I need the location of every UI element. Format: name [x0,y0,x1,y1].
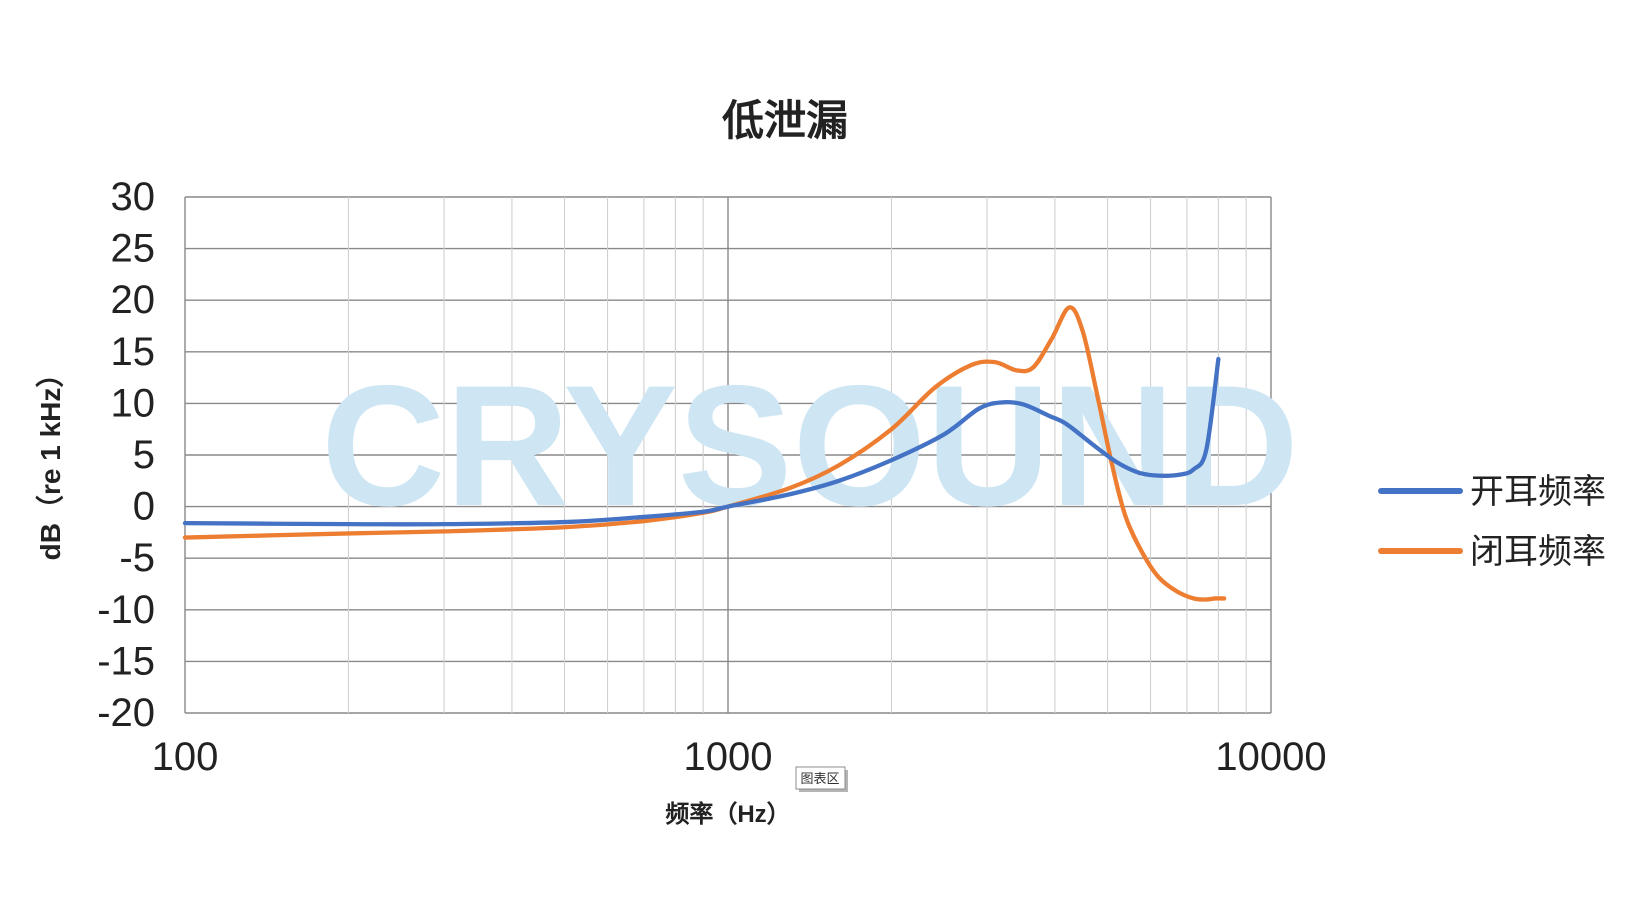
svg-text:20: 20 [111,278,156,322]
svg-text:-5: -5 [119,536,155,580]
svg-text:dB（re 1 kHz）: dB（re 1 kHz） [34,360,66,561]
svg-text:-20: -20 [97,691,155,735]
svg-text:1000: 1000 [684,735,773,779]
svg-text:100: 100 [152,735,219,779]
svg-text:闭耳频率: 闭耳频率 [1470,533,1606,571]
svg-text:图表区: 图表区 [800,771,839,786]
svg-text:5: 5 [133,433,155,477]
svg-text:10: 10 [111,381,156,425]
svg-text:开耳频率: 开耳频率 [1470,473,1606,511]
svg-text:10000: 10000 [1215,735,1326,779]
svg-text:25: 25 [111,227,156,271]
svg-text:低泄漏: 低泄漏 [722,97,848,144]
svg-text:0: 0 [133,485,155,529]
svg-text:30: 30 [111,175,156,219]
svg-text:15: 15 [111,330,156,374]
svg-text:CRYSOUND: CRYSOUND [321,350,1299,542]
svg-text:-15: -15 [97,639,155,683]
svg-text:-10: -10 [97,588,155,632]
svg-text:频率（Hz）: 频率（Hz） [665,800,790,828]
